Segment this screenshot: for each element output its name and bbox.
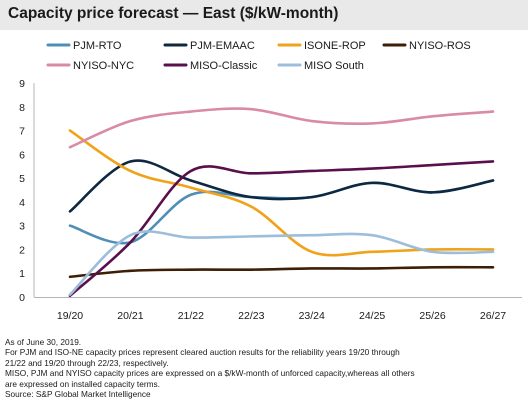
legend-label: NYISO-NYC bbox=[73, 60, 134, 72]
legend-item: MISO-Classic bbox=[163, 60, 258, 72]
footnotes: As of June 30, 2019. For PJM and ISO-NE … bbox=[5, 337, 525, 399]
legend-item: NYISO-NYC bbox=[46, 60, 134, 72]
series-line bbox=[68, 159, 495, 213]
x-tick-label: 26/27 bbox=[480, 310, 506, 322]
series-line bbox=[68, 265, 495, 279]
legend-item: ISONE-ROP bbox=[277, 40, 366, 52]
footnote-line: are expressed on installed capacity term… bbox=[5, 378, 160, 389]
y-tick-label: 3 bbox=[19, 221, 25, 233]
series-lines bbox=[68, 107, 495, 298]
title-bar: Capacity price forecast — East ($/kW-mon… bbox=[0, 0, 528, 30]
y-tick-label: 7 bbox=[19, 126, 25, 138]
axes: 0 1 2 3 4 5 6 7 8 9 19/20 20/21 21/22 22/23 23/24 24/25… bbox=[19, 78, 522, 322]
line-chart: PJM-RTO PJM-EMAAC ISONE-ROP NYISO-ROS NYISO-… bbox=[19, 40, 522, 322]
chart-title: Capacity price forecast — East ($/kW-mon… bbox=[8, 5, 339, 22]
y-tick-label: 4 bbox=[19, 197, 25, 209]
footnote-line: 21/22 and 19/20 through 22/23, respectiv… bbox=[5, 357, 169, 368]
series-line bbox=[68, 107, 495, 149]
x-tick-label: 22/23 bbox=[238, 310, 264, 322]
legend-label: PJM-RTO bbox=[73, 40, 122, 52]
legend-item: NYISO-ROS bbox=[382, 40, 471, 52]
y-tick-label: 9 bbox=[19, 78, 25, 90]
x-tick-label: 21/22 bbox=[178, 310, 204, 322]
footnote-line: MISO, PJM and NYISO capacity prices are … bbox=[5, 368, 415, 379]
legend-label: ISONE-ROP bbox=[304, 40, 366, 52]
y-tick-label: 8 bbox=[19, 102, 25, 114]
x-tick-label: 19/20 bbox=[57, 310, 83, 322]
legend-label: PJM-EMAAC bbox=[190, 40, 255, 52]
y-tick-label: 5 bbox=[19, 173, 25, 185]
y-tick-label: 0 bbox=[19, 292, 25, 304]
y-tick-label: 1 bbox=[19, 268, 25, 280]
footnote-line: For PJM and ISO-NE capacity prices repre… bbox=[5, 347, 400, 358]
x-tick-label: 24/25 bbox=[359, 310, 385, 322]
series-line bbox=[68, 230, 495, 296]
legend-label: MISO South bbox=[304, 60, 364, 72]
x-tick-label: 25/26 bbox=[419, 310, 445, 322]
x-tick-label: 23/24 bbox=[299, 310, 325, 322]
y-tick-label: 6 bbox=[19, 149, 25, 161]
legend-item: MISO South bbox=[277, 60, 364, 72]
legend-item: PJM-RTO bbox=[46, 40, 122, 52]
footnote-line: Source: S&P Global Market Intelligence bbox=[5, 389, 151, 400]
legend-label: MISO-Classic bbox=[190, 60, 258, 72]
legend-item: PJM-EMAAC bbox=[163, 40, 255, 52]
series-line bbox=[68, 160, 495, 298]
legend: PJM-RTO PJM-EMAAC ISONE-ROP NYISO-ROS NYISO-… bbox=[46, 40, 471, 72]
legend-label: NYISO-ROS bbox=[409, 40, 471, 52]
x-tick-label: 20/21 bbox=[117, 310, 143, 322]
y-tick-label: 2 bbox=[19, 244, 25, 256]
chart-panel bbox=[0, 30, 528, 415]
footnote-line: As of June 30, 2019. bbox=[5, 337, 82, 347]
